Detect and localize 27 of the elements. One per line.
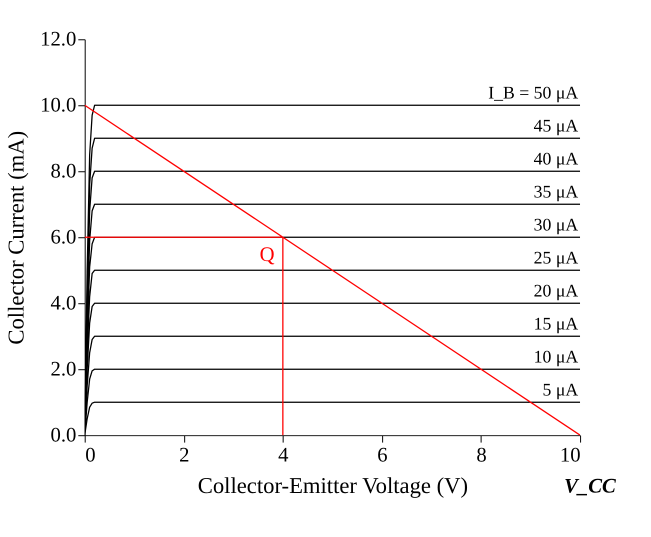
x-axis-title: Collector-Emitter Voltage (V) [198, 472, 468, 498]
x-tick-label: 2 [179, 444, 190, 466]
annotation: Q [260, 244, 275, 266]
series-label: 45 μA [534, 115, 578, 136]
x-tick-label: 8 [476, 444, 487, 466]
y-axis-title: Collector Current (mA) [3, 130, 28, 345]
y-tick-label: 12.0 [40, 28, 76, 51]
series-label: 15 μA [534, 313, 578, 334]
series-label: 25 μA [534, 247, 578, 268]
series-label: 5 μA [542, 379, 578, 400]
series-label: 30 μA [534, 214, 578, 234]
annotation: V_CC [564, 475, 616, 498]
y-tick-label: 0.0 [50, 424, 76, 447]
y-tick-label: 8.0 [50, 160, 76, 183]
series-label: I_B = 50 μA [488, 82, 578, 102]
x-tick-label: 6 [377, 444, 388, 466]
y-tick-label: 6.0 [50, 226, 76, 249]
x-tick-label: 0 [85, 444, 96, 466]
series-label: 40 μA [534, 148, 578, 168]
x-tick-label: 10 [560, 444, 581, 466]
series-label: 10 μA [534, 346, 578, 366]
y-tick-label: 2.0 [50, 358, 76, 381]
x-tick-label: 4 [278, 444, 290, 466]
y-tick-label: 4.0 [50, 292, 76, 315]
y-tick-label: 10.0 [40, 94, 76, 117]
series-label: 20 μA [534, 280, 578, 300]
series-label: 35 μA [534, 181, 578, 202]
